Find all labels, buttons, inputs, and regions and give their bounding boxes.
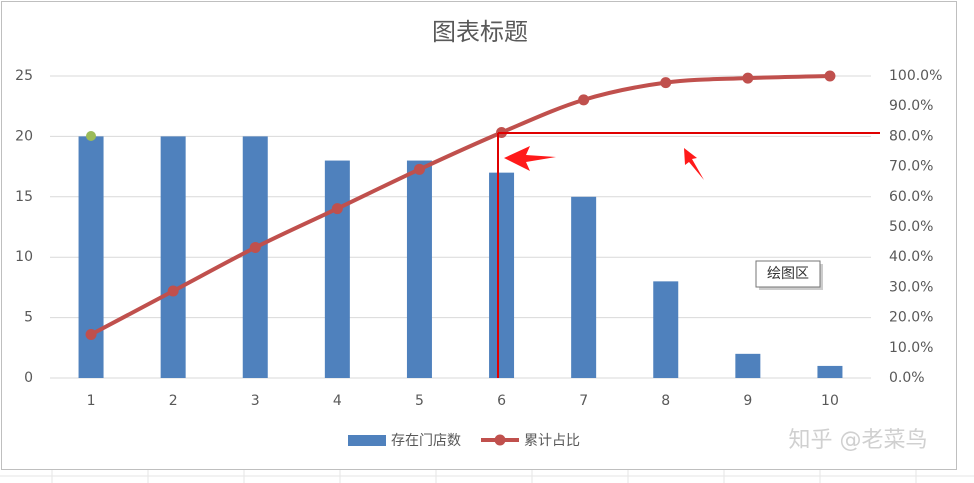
y-tick-label: 0: [24, 370, 33, 386]
line-marker: [249, 242, 261, 254]
bar: [653, 281, 679, 378]
x-tick-label: 1: [87, 393, 96, 409]
chart-border: [1, 1, 957, 470]
bar: [406, 160, 432, 378]
tooltip-text: 绘图区: [767, 266, 809, 282]
annotations: [86, 131, 880, 378]
x-tick-label: 4: [333, 393, 342, 409]
y2-tick-label: 80.0%: [889, 128, 933, 144]
y-tick-label: 15: [15, 189, 33, 205]
bar: [324, 160, 350, 378]
y2-tick-label: 60.0%: [889, 189, 933, 205]
line-marker: [578, 94, 590, 106]
line-marker: [85, 329, 97, 341]
legend-swatch: [494, 434, 506, 446]
y-tick-label: 25: [15, 68, 33, 84]
arrow: [504, 146, 556, 171]
line-marker: [167, 285, 179, 297]
x-tick-label: 3: [251, 393, 260, 409]
y-tick-label: 20: [15, 128, 33, 144]
x-tick-label: 8: [661, 393, 670, 409]
x-tick-label: 10: [821, 393, 839, 409]
y2-tick-label: 100.0%: [889, 68, 942, 84]
bar: [160, 136, 186, 378]
bar: [242, 136, 268, 378]
x-tick-label: 5: [415, 393, 424, 409]
line-marker: [824, 70, 836, 82]
legend-label: 累计占比: [524, 433, 580, 449]
x-tick-label: 2: [169, 393, 178, 409]
x-tick-label: 9: [743, 393, 752, 409]
x-tick-label: 6: [497, 393, 506, 409]
bar: [817, 365, 843, 378]
y2-tick-label: 90.0%: [889, 98, 933, 114]
bar: [489, 172, 515, 378]
watermark: 知乎 @老菜鸟: [789, 428, 928, 453]
y2-tick-label: 10.0%: [889, 340, 933, 356]
bar: [735, 353, 761, 378]
selection-point: [86, 131, 96, 141]
y2-tick-label: 30.0%: [889, 279, 933, 295]
line-marker: [742, 72, 754, 84]
y-tick-label: 10: [15, 249, 33, 265]
y2-tick-label: 50.0%: [889, 219, 933, 235]
legend-label: 存在门店数: [391, 433, 461, 449]
bar: [78, 136, 104, 378]
line: [90, 74, 831, 337]
tooltip: [755, 260, 821, 288]
plot-area: 05101520250.0%10.0%20.0%30.0%40.0%50.0%6…: [15, 68, 942, 409]
y2-tick-label: 20.0%: [889, 310, 933, 326]
sheet-grid: [0, 470, 974, 483]
y2-tick-label: 0.0%: [889, 370, 925, 386]
bar: [571, 196, 597, 378]
line-marker: [413, 163, 425, 175]
legend-swatch: [348, 435, 386, 446]
arrow: [684, 148, 704, 180]
chart-title: 图表标题: [432, 18, 528, 46]
y2-tick-label: 70.0%: [889, 159, 933, 175]
line-marker: [660, 77, 672, 89]
y2-tick-label: 40.0%: [889, 249, 933, 265]
y-tick-label: 5: [24, 310, 33, 326]
line-marker: [331, 203, 343, 215]
x-tick-label: 7: [579, 393, 588, 409]
